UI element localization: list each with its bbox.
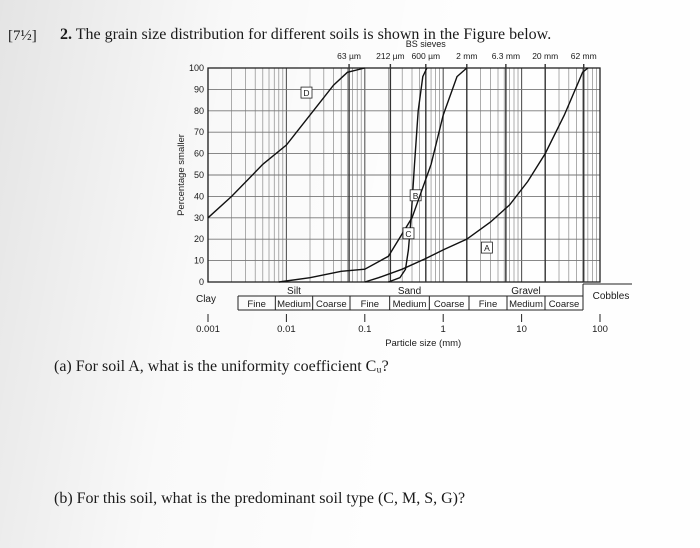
y-tick-label: 30: [194, 213, 204, 223]
curve-label-box: [402, 227, 415, 240]
class-label-cobbles: Cobbles: [593, 291, 630, 302]
class-label-silt: Silt: [287, 286, 301, 297]
grain-size-chart: 63 µm 212 µm 600 µm 2 mm 6.3 mm 20 mm 62 mm BS …: [176, 39, 632, 349]
chart-curves: [207, 67, 589, 283]
y-axis-label: Percentage smaller: [176, 134, 187, 216]
subclass-label: Fine: [247, 299, 265, 310]
class-label-gravel: Gravel: [511, 286, 540, 297]
y-tick-label: 60: [194, 149, 204, 159]
y-tick-label: 80: [194, 106, 204, 116]
subclass-label: Fine: [361, 299, 379, 310]
sieve-label: 212 µm: [376, 51, 405, 61]
curve-label-box: [481, 241, 493, 254]
sub-question-b-label: (b): [54, 490, 73, 507]
curve-d: [207, 67, 365, 219]
chart-grid: [207, 67, 600, 283]
sieve-label: 62 mm: [571, 51, 597, 61]
subclass-label: Coarse: [434, 299, 465, 310]
curve-label-box: [409, 189, 422, 202]
x-tick-label: 0.1: [358, 324, 371, 335]
x-tick-label: 10: [516, 324, 527, 335]
sieve-label: 2 mm: [456, 51, 477, 61]
sub-question-b: (b) For this soil, what is the predomina…: [54, 490, 465, 508]
x-axis-label: Particle size (mm): [385, 338, 461, 349]
sub-question-a-text: For soil A, what is the uniformity coeff…: [75, 358, 389, 375]
chart-labels: 63 µm 212 µm 600 µm 2 mm 6.3 mm 20 mm 62 mm BS …: [176, 39, 629, 349]
subclass-label: Medium: [277, 299, 311, 310]
curve-label-b: B: [413, 191, 419, 201]
subclass-label: Medium: [509, 299, 543, 310]
question-number: 2.: [60, 26, 72, 43]
sieve-label: 20 mm: [532, 51, 558, 61]
sub-question-a: (a) For soil A, what is the uniformity c…: [54, 358, 389, 376]
question-title: 2. The grain size distribution for diffe…: [60, 26, 551, 44]
y-tick-label: 20: [194, 234, 204, 244]
y-tick-label: 50: [194, 170, 204, 180]
y-tick-label: 0: [199, 277, 204, 287]
subclass-label: Coarse: [549, 299, 580, 310]
sub-question-b-text: For this soil, what is the predominant s…: [76, 490, 466, 507]
chart-frame: [207, 64, 632, 322]
plot-frame: [207, 67, 601, 283]
class-label-clay: Clay: [196, 294, 216, 305]
sieve-label: 6.3 mm: [492, 51, 520, 61]
y-tick-label: 70: [194, 127, 204, 137]
curve-label-d: D: [303, 88, 309, 98]
curve-c: [278, 67, 468, 283]
curve-label-a: A: [484, 243, 490, 253]
y-tick-label: 90: [194, 84, 204, 94]
x-tick-label: 100: [592, 324, 608, 335]
sieve-label: 63 µm: [337, 51, 361, 61]
curve-a: [364, 67, 589, 283]
curve-b: [388, 67, 428, 283]
marks-label: [7½]: [8, 28, 37, 44]
class-label-sand: Sand: [398, 286, 421, 297]
x-tick-label: 0.01: [277, 324, 296, 335]
question-text: The grain size distribution for differen…: [75, 26, 552, 43]
x-tick-label: 1: [441, 324, 446, 335]
y-tick-label: 100: [189, 63, 204, 73]
curve-label-box: [300, 86, 313, 99]
x-tick-label: 0.001: [196, 324, 220, 335]
chart-title: BS sieves: [406, 39, 447, 49]
y-tick-label: 10: [194, 256, 204, 266]
subclass-label: Fine: [479, 299, 497, 310]
sub-question-a-label: (a): [54, 358, 72, 375]
sieve-label: 600 µm: [412, 51, 441, 61]
subclass-label: Medium: [393, 299, 427, 310]
subclass-label: Coarse: [316, 299, 347, 310]
y-tick-label: 40: [194, 191, 204, 201]
curve-label-c: C: [405, 229, 411, 239]
